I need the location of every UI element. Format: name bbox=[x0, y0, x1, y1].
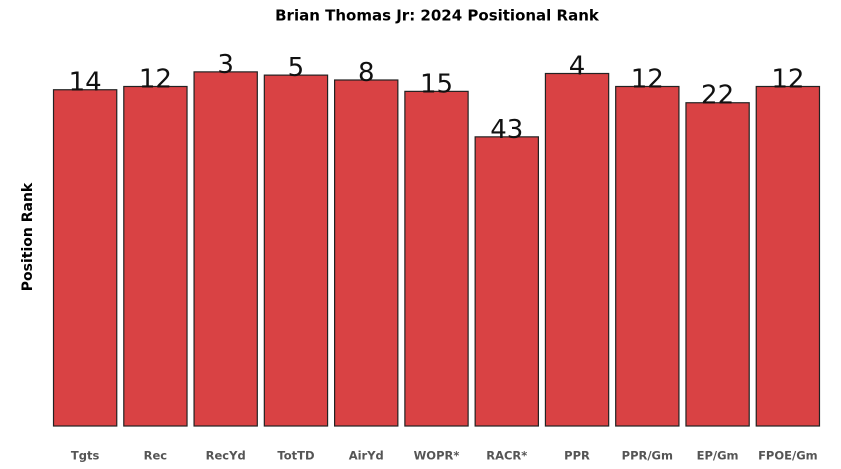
value-label: 12 bbox=[771, 64, 804, 94]
bar bbox=[404, 90, 469, 427]
value-label: 12 bbox=[139, 64, 172, 94]
bar bbox=[685, 102, 750, 427]
bar bbox=[263, 74, 329, 427]
x-tick-label: EP/Gm bbox=[697, 449, 739, 463]
bar bbox=[755, 85, 821, 427]
x-tick-label: AirYd bbox=[349, 449, 384, 463]
y-axis-label: Position Rank bbox=[20, 182, 36, 291]
x-tick-label: Rec bbox=[144, 449, 168, 463]
bar bbox=[544, 72, 610, 427]
x-tick-label: WOPR* bbox=[414, 449, 460, 463]
value-label: 8 bbox=[358, 58, 375, 88]
x-tick-label: RecYd bbox=[206, 449, 246, 463]
value-label: 3 bbox=[217, 50, 234, 80]
x-tick-label: PPR bbox=[564, 449, 590, 463]
value-label: 14 bbox=[69, 68, 102, 98]
x-tick-label: RACR* bbox=[486, 449, 527, 463]
value-label: 15 bbox=[420, 69, 453, 99]
chart-title: Brian Thomas Jr: 2024 Positional Rank bbox=[275, 7, 600, 25]
bar bbox=[334, 79, 399, 427]
x-tick-label: Tgts bbox=[71, 449, 100, 463]
value-label: 43 bbox=[490, 115, 523, 145]
bar bbox=[615, 85, 680, 427]
x-tick-label: PPR/Gm bbox=[622, 449, 673, 463]
bar bbox=[193, 71, 258, 427]
value-label: 4 bbox=[569, 51, 586, 81]
value-label: 22 bbox=[701, 81, 734, 111]
bar bbox=[123, 85, 188, 427]
x-tick-label: FPOE/Gm bbox=[758, 449, 818, 463]
x-tick-label: TotTD bbox=[277, 449, 314, 463]
value-label: 5 bbox=[288, 53, 305, 83]
value-label: 12 bbox=[631, 64, 664, 94]
bar bbox=[474, 136, 539, 427]
bar bbox=[52, 89, 118, 427]
